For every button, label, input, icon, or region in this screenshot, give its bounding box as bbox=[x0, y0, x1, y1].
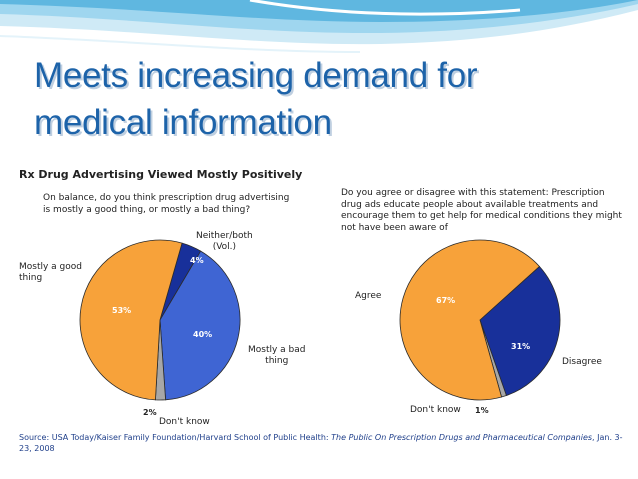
chart-1-label-neither: Neither/both (Vol.) bbox=[196, 231, 253, 252]
chart-1-slice-2 bbox=[159, 250, 241, 401]
chart-2-value-dontknow: 1% bbox=[475, 406, 489, 415]
chart-1-label-bad: Mostly a bad thing bbox=[248, 345, 306, 366]
chart-1-value-bad: 40% bbox=[193, 330, 213, 339]
chart-2-label-agree: Agree bbox=[355, 291, 382, 301]
chart-2-slice-0 bbox=[399, 239, 541, 401]
chart-1-value-neither: 4% bbox=[190, 256, 204, 265]
chart-2-question: Do you agree or disagree with this state… bbox=[341, 188, 622, 233]
chart-title: Rx Drug Advertising Viewed Mostly Positi… bbox=[19, 168, 303, 181]
slide-title-line-1: Meets increasing demand for bbox=[34, 56, 478, 95]
pie-chart-2 bbox=[399, 239, 561, 401]
chart-1-label-dontknow: Don't know bbox=[159, 417, 210, 427]
chart-2-slice-1 bbox=[479, 265, 561, 397]
chart-1-slice-0 bbox=[79, 239, 183, 401]
chart-1-question: On balance, do you think prescription dr… bbox=[43, 193, 290, 215]
chart-2-value-disagree: 31% bbox=[511, 342, 531, 351]
pie-chart-1 bbox=[79, 239, 241, 401]
chart-1-value-good: 53% bbox=[112, 306, 132, 315]
chart-1-value-dontknow: 2% bbox=[143, 408, 157, 417]
chart-2-label-dontknow: Don't know bbox=[410, 405, 461, 415]
slide-title-line-2: medical information bbox=[34, 103, 332, 142]
chart-2-value-agree: 67% bbox=[436, 296, 456, 305]
chart-1-label-good: Mostly a good thing bbox=[19, 262, 82, 283]
source-note: Source: USA Today/Kaiser Family Foundati… bbox=[19, 433, 623, 453]
slide-title: Meets increasing demand for medical info… bbox=[34, 52, 624, 146]
chart-2-label-disagree: Disagree bbox=[562, 357, 602, 367]
header-wave bbox=[0, 0, 638, 53]
